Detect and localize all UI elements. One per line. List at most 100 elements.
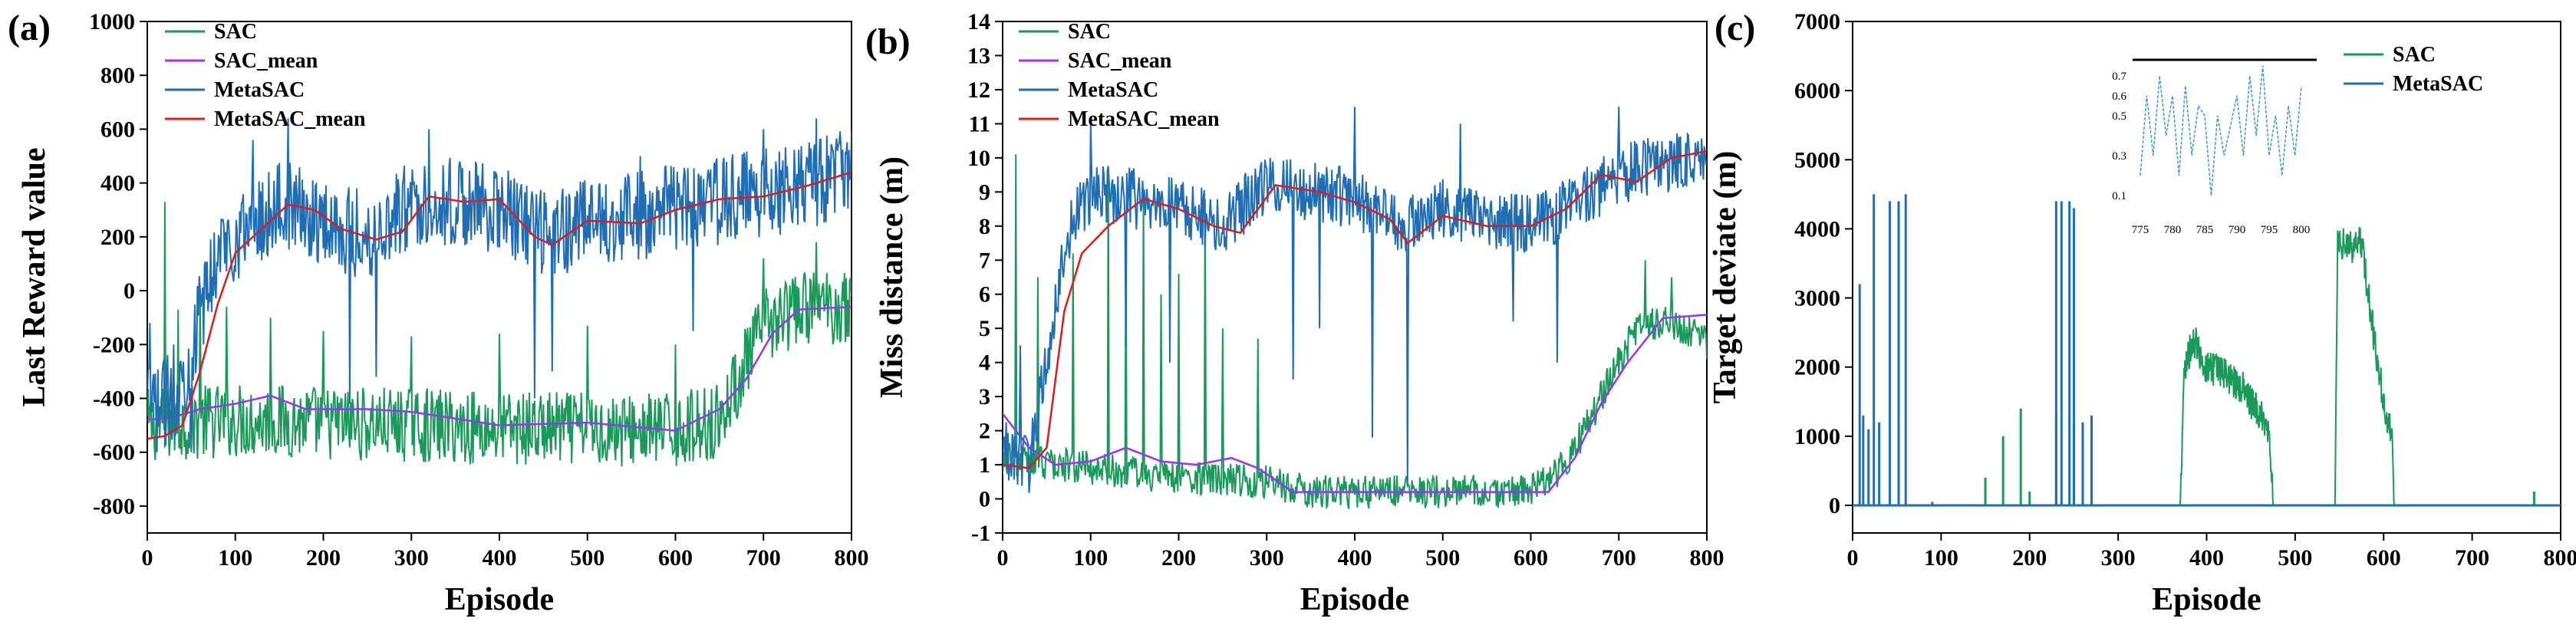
inset-y-tick-label: 0.7: [2112, 71, 2126, 83]
x-tick-label: 600: [1514, 545, 1548, 571]
inset-y-tick-label: 0.1: [2112, 190, 2126, 202]
y-tick-label: 4000: [1794, 216, 1840, 242]
inset-chart: 775 780 785 790 795 800 0.1 0.3 0.5 0.6 0.7: [2112, 58, 2317, 236]
x-tick-label: 200: [1161, 545, 1196, 571]
legend-label: MetaSAC_mean: [214, 107, 366, 131]
x-tick-label: 700: [2455, 545, 2489, 571]
legend-label: SAC: [1068, 20, 1111, 44]
x-tick-label: 100: [1924, 545, 1958, 571]
x-tick-label: 200: [306, 545, 341, 571]
series-metasac-mean-line: [147, 171, 852, 440]
x-tick-label: 0: [1847, 545, 1859, 571]
x-tick-label: 800: [1690, 545, 1724, 571]
y-tick-label: 5000: [1794, 147, 1840, 173]
legend-label: MetaSAC: [214, 78, 305, 102]
series-sac-segment: [2179, 327, 2274, 505]
y-tick-label: -800: [93, 494, 135, 519]
x-tick-label: 700: [746, 545, 781, 571]
inset-x-tick-label: 795: [2261, 224, 2278, 236]
x-tick-label: 600: [658, 545, 693, 571]
y-tick-label: 2: [979, 419, 990, 444]
y-tick-label: 3: [979, 384, 990, 410]
panel-b-miss-distance-chart: 0 100 200 300 400 500 600 700 800-10123456789101…: [865, 9, 1724, 617]
x-tick-label: 500: [2278, 545, 2312, 571]
x-tick-label: 100: [218, 545, 252, 571]
plot-area: [1853, 194, 2561, 507]
panel-c-target-deviate-chart: 0 100 200 300 400 500 600 700 800 0 1000 2000 3000 40…: [1708, 8, 2576, 617]
y-tick-label: 13: [967, 43, 990, 68]
x-tick-label: 300: [1250, 545, 1284, 571]
series-metasac-line: [147, 118, 852, 452]
y-tick-label: 12: [967, 77, 990, 103]
x-tick-label: 0: [142, 545, 153, 571]
x-tick-label: 500: [1425, 545, 1460, 571]
legend-label: MetaSAC: [2393, 72, 2483, 96]
legend-label: SAC_mean: [214, 49, 318, 73]
x-tick-label: 500: [570, 545, 604, 571]
y-tick-label: 1: [979, 452, 990, 478]
y-tick-label: 7: [979, 248, 990, 273]
legend-label: SAC: [2393, 43, 2436, 67]
y-tick-label: 7000: [1794, 9, 1840, 35]
y-tick-label: 8: [979, 214, 990, 239]
x-tick-label: 700: [1602, 545, 1636, 571]
y-axis-label: Last Reward value: [17, 147, 52, 406]
y-tick-label: 14: [967, 9, 990, 35]
panel-label: (c): [1715, 8, 1755, 48]
y-tick-label: 4: [979, 350, 990, 376]
y-tick-label: 6000: [1794, 78, 1840, 104]
y-tick-label: 6: [979, 282, 990, 308]
y-tick-label: 0: [1829, 493, 1840, 518]
y-tick-label: 0: [979, 487, 990, 512]
x-tick-label: 400: [1338, 545, 1372, 571]
series-sac-mean-line: [147, 305, 852, 432]
legend-label: SAC: [214, 20, 257, 44]
legend-label: SAC_mean: [1068, 49, 1172, 73]
x-axis-label: Episode: [445, 582, 554, 617]
y-tick-label: 600: [100, 117, 135, 142]
panel-label: (b): [865, 21, 911, 62]
x-tick-label: 300: [394, 545, 429, 571]
y-tick-label: 5: [979, 316, 990, 341]
y-tick-label: 0: [124, 278, 135, 304]
legend-label: MetaSAC: [1068, 78, 1158, 102]
inset-y-tick-label: 0.3: [2112, 150, 2126, 163]
y-tick-label: 1000: [89, 9, 135, 35]
plot-area: [147, 118, 852, 467]
legend-label: MetaSAC_mean: [1068, 107, 1220, 131]
inset-series-line: [2140, 65, 2302, 196]
inset-x-tick-label: 780: [2164, 224, 2182, 236]
y-tick-label: 11: [969, 111, 990, 137]
y-tick-label: -1: [971, 521, 990, 546]
y-tick-label: 800: [100, 63, 135, 88]
y-tick-label: -200: [93, 332, 135, 357]
y-tick-label: 3000: [1794, 286, 1840, 311]
x-tick-label: 0: [997, 545, 1009, 571]
y-tick-label: 9: [979, 179, 990, 205]
panel-label: (a): [8, 8, 51, 48]
legend: SAC SAC_mean MetaSAC MetaSAC_mean: [165, 20, 366, 131]
inset-x-tick-label: 785: [2196, 224, 2214, 236]
inset-x-tick-label: 775: [2132, 224, 2149, 236]
inset-y-tick-label: 0.6: [2112, 90, 2126, 103]
x-tick-label: 800: [835, 545, 869, 571]
series-sac-segment: [2334, 226, 2396, 505]
legend: SAC SAC_mean MetaSAC MetaSAC_mean: [1019, 20, 1220, 131]
x-axis-label: Episode: [1300, 582, 1409, 617]
series-metasac-line: [1003, 107, 1707, 493]
y-axis-label: Target deviate (m): [1708, 151, 1743, 404]
series-metasac-mean-line: [1003, 150, 1707, 469]
x-tick-label: 300: [2101, 545, 2136, 571]
plot-area: [1003, 107, 1707, 510]
x-tick-label: 800: [2544, 545, 2576, 571]
x-tick-label: 200: [2012, 545, 2047, 571]
x-tick-label: 100: [1073, 545, 1108, 571]
y-tick-label: -600: [93, 440, 135, 465]
inset-x-tick-label: 790: [2228, 224, 2246, 236]
x-tick-label: 600: [2367, 545, 2401, 571]
x-tick-label: 400: [2189, 545, 2224, 571]
legend: SAC MetaSAC: [2344, 43, 2483, 96]
y-tick-label: 1000: [1794, 424, 1840, 449]
y-tick-label: 2000: [1794, 355, 1840, 380]
